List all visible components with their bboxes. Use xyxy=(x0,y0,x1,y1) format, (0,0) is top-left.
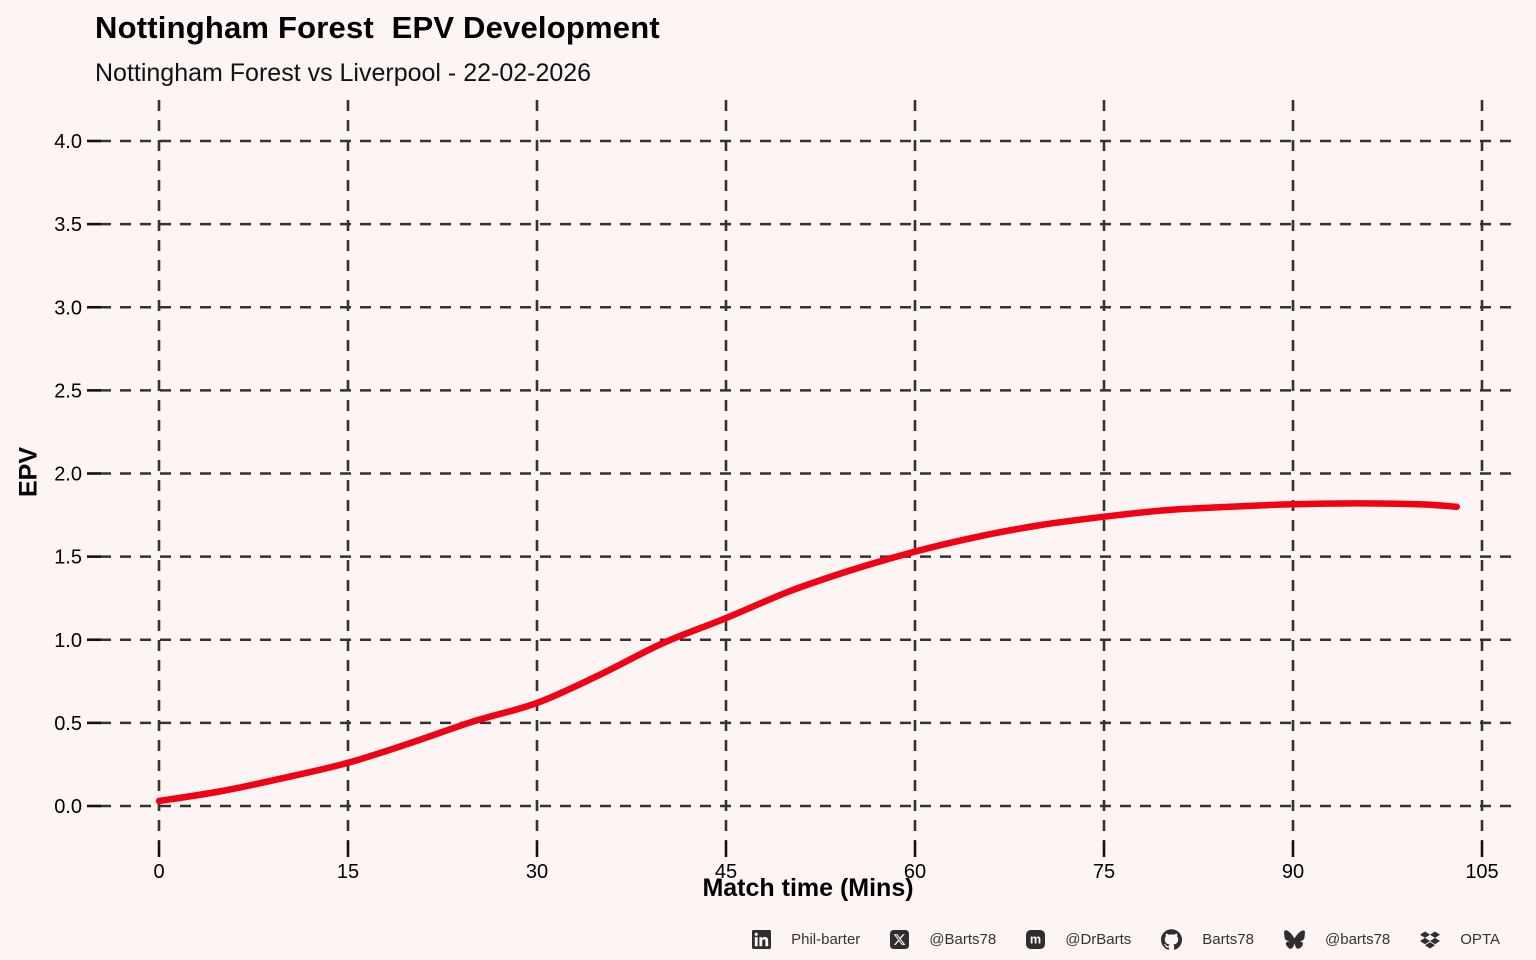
credit-opta: OPTA xyxy=(1420,930,1500,950)
y-tick-label: 2.5 xyxy=(54,380,82,402)
x-tick-label: 45 xyxy=(715,861,737,883)
x-tick-label: 15 xyxy=(337,861,359,883)
credit-label: @barts78 xyxy=(1325,931,1391,948)
x-twitter-icon xyxy=(890,930,910,949)
credit-linkedin: Phil-barter xyxy=(752,930,860,949)
x-tick-label: 105 xyxy=(1465,861,1498,883)
mastodon-icon: m xyxy=(1026,930,1046,949)
y-tick-label: 2.0 xyxy=(54,464,82,486)
y-tick-label: 4.0 xyxy=(54,131,82,153)
chart-subtitle: Nottingham Forest vs Liverpool - 22-02-2… xyxy=(95,59,592,87)
credit-label: Barts78 xyxy=(1202,931,1254,948)
linkedin-icon xyxy=(752,930,772,949)
dropbox-icon xyxy=(1420,930,1441,950)
credit-label: OPTA xyxy=(1460,931,1500,948)
footer-credits: Phil-barter @Barts78 m @DrBarts Barts78 … xyxy=(752,929,1500,950)
credit-label: @Barts78 xyxy=(929,931,997,948)
credit-github: Barts78 xyxy=(1161,929,1254,950)
y-tick-label: 0.5 xyxy=(54,713,82,735)
x-tick-label: 75 xyxy=(1093,861,1115,883)
y-tick-label: 1.0 xyxy=(54,630,82,652)
x-tick-label: 30 xyxy=(526,861,548,883)
y-tick-label: 0.0 xyxy=(54,796,82,818)
github-icon xyxy=(1161,929,1183,950)
x-axis-title: Match time (Mins) xyxy=(702,874,914,902)
x-tick-label: 60 xyxy=(904,861,926,883)
svg-text:m: m xyxy=(1030,932,1041,946)
credit-label: @DrBarts xyxy=(1065,931,1132,948)
epv-line xyxy=(155,500,1461,805)
y-tick-label: 3.0 xyxy=(54,297,82,319)
credit-bluesky: @barts78 xyxy=(1284,930,1390,949)
x-tick-label: 90 xyxy=(1282,861,1304,883)
credit-label: Phil-barter xyxy=(791,931,861,948)
chart-title: Nottingham Forest EPV Development xyxy=(95,10,660,45)
credit-x: @Barts78 xyxy=(890,930,996,949)
y-tick-label: 1.5 xyxy=(54,547,82,569)
bluesky-icon xyxy=(1284,930,1305,949)
y-tick-label: 3.5 xyxy=(54,214,82,236)
x-tick-label: 0 xyxy=(153,861,164,883)
credit-mastodon: m @DrBarts xyxy=(1026,930,1131,949)
y-axis-title: EPV xyxy=(14,446,43,498)
